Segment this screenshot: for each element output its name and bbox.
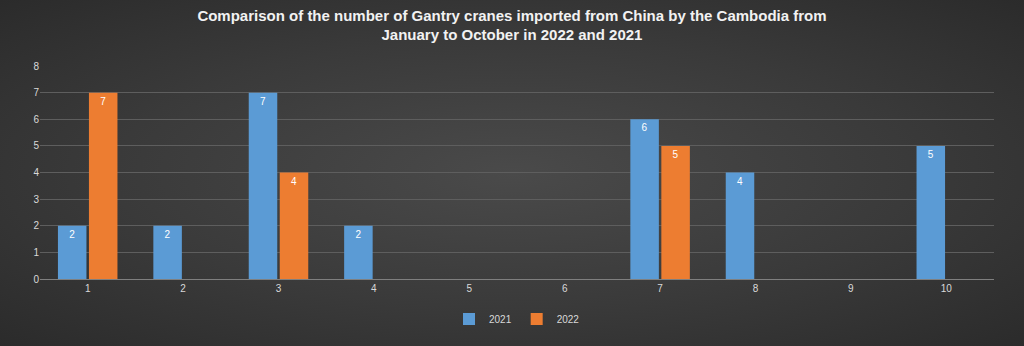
- svg-text:7: 7: [33, 87, 39, 98]
- svg-text:0: 0: [33, 274, 39, 285]
- svg-text:8: 8: [753, 283, 759, 294]
- svg-text:2021: 2021: [489, 314, 512, 325]
- svg-text:7: 7: [657, 283, 663, 294]
- svg-text:4: 4: [291, 176, 297, 187]
- svg-text:1: 1: [85, 283, 91, 294]
- svg-text:5: 5: [928, 149, 934, 160]
- svg-text:6: 6: [33, 114, 39, 125]
- svg-text:10: 10: [941, 283, 953, 294]
- svg-text:2: 2: [33, 220, 39, 231]
- svg-text:7: 7: [100, 96, 106, 107]
- svg-text:4: 4: [33, 167, 39, 178]
- svg-text:3: 3: [33, 194, 39, 205]
- svg-text:3: 3: [276, 283, 282, 294]
- svg-text:Comparison of the number of Ga: Comparison of the number of Gantry crane…: [197, 7, 826, 44]
- svg-text:5: 5: [673, 149, 679, 160]
- svg-text:4: 4: [737, 176, 743, 187]
- svg-text:6: 6: [562, 283, 568, 294]
- svg-text:5: 5: [33, 140, 39, 151]
- svg-text:4: 4: [371, 283, 377, 294]
- svg-text:8: 8: [33, 61, 39, 72]
- svg-text:2: 2: [180, 283, 186, 294]
- svg-text:6: 6: [642, 122, 648, 133]
- svg-text:2: 2: [355, 229, 361, 240]
- svg-text:1: 1: [33, 247, 39, 258]
- svg-text:2022: 2022: [557, 314, 580, 325]
- svg-text:5: 5: [467, 283, 473, 294]
- svg-text:7: 7: [260, 96, 266, 107]
- svg-text:9: 9: [848, 283, 854, 294]
- svg-text:2: 2: [69, 229, 75, 240]
- svg-text:2: 2: [165, 229, 171, 240]
